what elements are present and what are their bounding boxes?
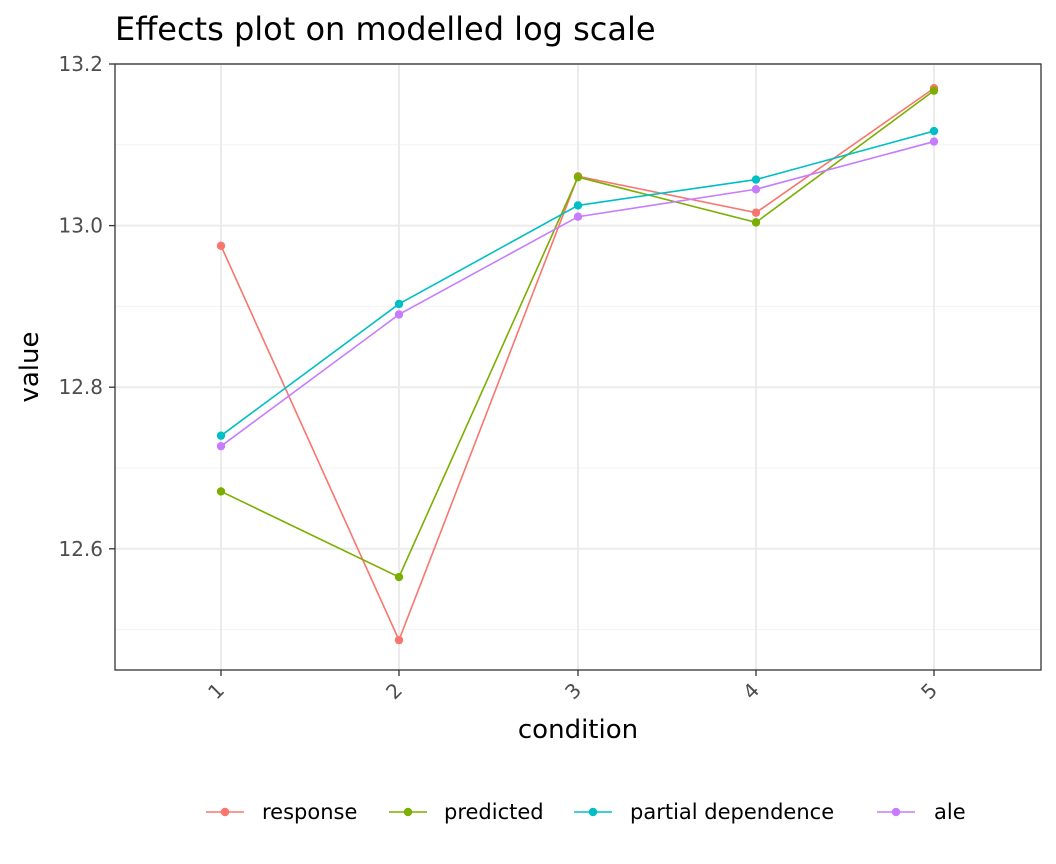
data-point [394, 572, 404, 582]
x-axis-title: condition [518, 715, 638, 745]
x-axis: 1 2 3 4 5 [203, 670, 942, 704]
data-point [929, 137, 939, 146]
series-predicted [216, 86, 939, 582]
chart-title: Effects plot on modelled log scale [115, 10, 656, 48]
series-layer [216, 84, 939, 645]
legend-key-point [891, 807, 901, 817]
data-point [216, 431, 226, 440]
legend-label: predicted [444, 800, 544, 824]
x-tick-label: 4 [738, 678, 764, 704]
x-tick-label: 5 [916, 678, 942, 704]
data-point [394, 310, 404, 319]
legend-label: partial dependence [630, 800, 834, 824]
data-point [573, 201, 583, 210]
data-point [929, 126, 939, 136]
legend-label: ale [934, 800, 966, 824]
data-point [394, 635, 404, 645]
data-point [751, 208, 761, 217]
legend-item: ale [877, 800, 966, 824]
legend-label: response [262, 800, 357, 824]
y-axis: 12.6 12.8 13.0 13.2 [58, 52, 115, 561]
x-tick-label: 3 [560, 678, 586, 704]
legend-item: partial dependence [574, 800, 834, 824]
legend: response predicted partial dependence ale [206, 800, 966, 824]
y-tick-label: 13.0 [58, 214, 103, 238]
data-point [216, 487, 226, 496]
series-partial-dependence [216, 126, 939, 440]
legend-item: response [206, 800, 357, 824]
data-point [573, 172, 583, 182]
data-point [573, 212, 583, 221]
y-axis-title: value [15, 331, 45, 402]
data-point [929, 86, 939, 95]
data-point [751, 175, 761, 184]
data-point [751, 185, 761, 194]
y-tick-label: 12.6 [58, 537, 103, 561]
legend-key-point [220, 807, 230, 817]
series-ale [216, 137, 939, 451]
legend-key-point [588, 807, 598, 817]
x-tick-label: 1 [203, 678, 229, 704]
data-point [751, 218, 761, 227]
y-tick-label: 12.8 [58, 375, 103, 399]
major-gridlines [115, 63, 1041, 670]
x-tick-label: 2 [381, 678, 407, 704]
y-tick-label: 13.2 [58, 52, 103, 76]
legend-item: predicted [389, 800, 544, 824]
data-point [216, 441, 226, 451]
data-point [216, 241, 226, 250]
data-point [394, 299, 404, 309]
legend-key-point [403, 807, 413, 817]
